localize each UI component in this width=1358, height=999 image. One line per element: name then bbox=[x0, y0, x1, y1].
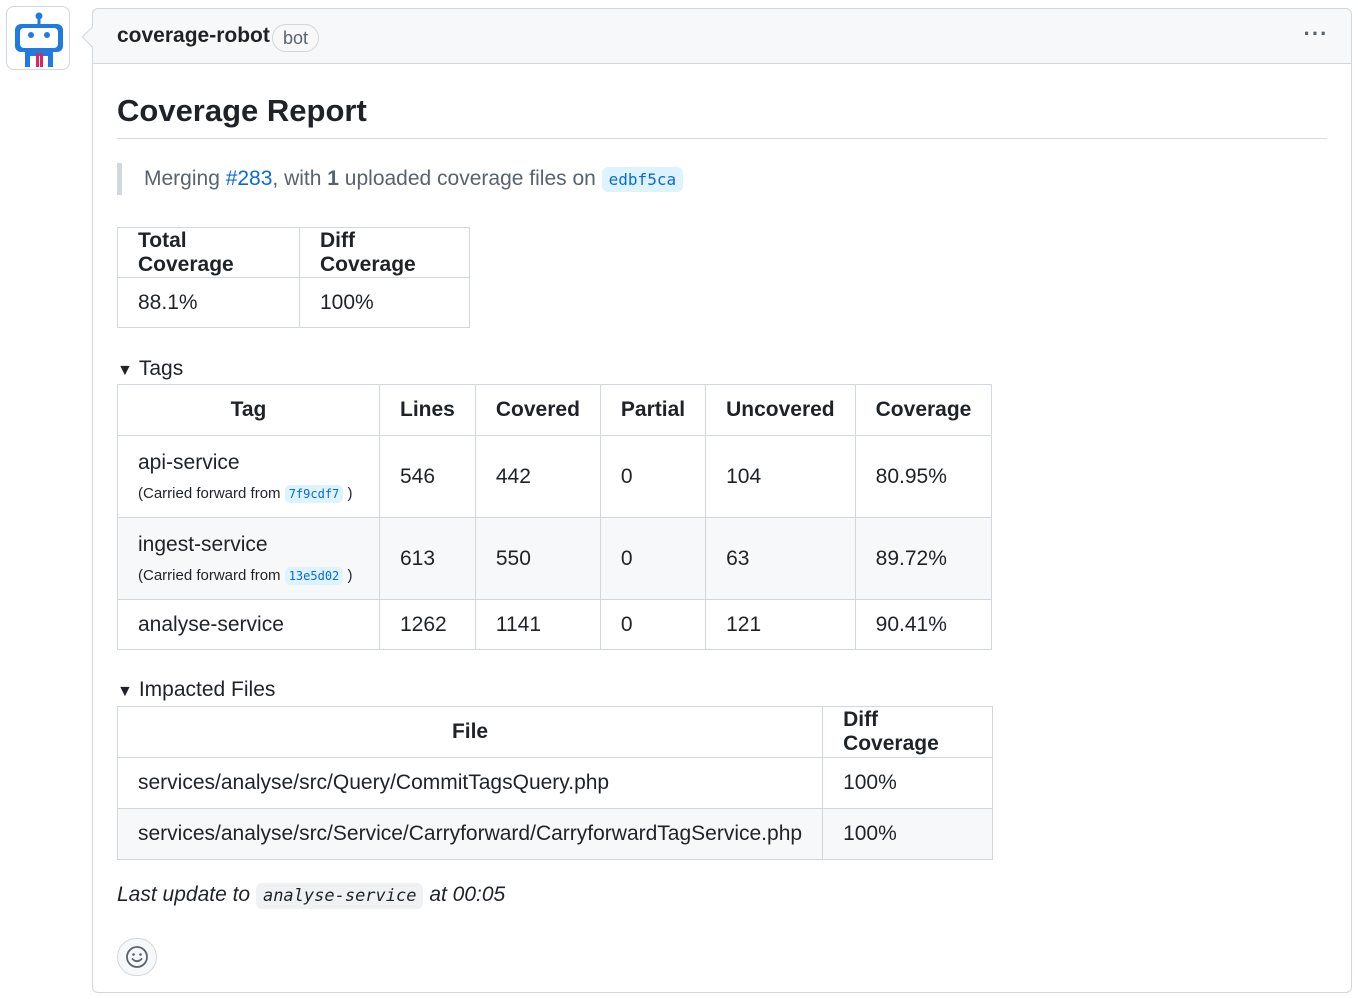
diff-coverage-cell: 100% bbox=[822, 757, 994, 809]
comment-box: coverage-robot bot ··· Coverage Report M… bbox=[81, 8, 1352, 993]
author-link[interactable]: coverage-robot bbox=[117, 24, 270, 47]
report-title: Coverage Report bbox=[117, 93, 367, 128]
uncovered-cell: 121 bbox=[705, 599, 856, 650]
comment-header: coverage-robot bot ··· bbox=[93, 9, 1351, 64]
tags-toggle[interactable]: ▼ Tags bbox=[117, 357, 183, 381]
impacted-files-toggle[interactable]: ▼ Impacted Files bbox=[117, 678, 275, 702]
file-path-cell: services/analyse/src/Query/CommitTagsQue… bbox=[116, 757, 824, 809]
table-row: analyse-service 1262 1141 0 121 90.41% bbox=[117, 599, 993, 650]
file-path-cell: services/analyse/src/Service/Carryforwar… bbox=[116, 808, 824, 860]
carried-commit-link[interactable]: 7f9cdf7 bbox=[284, 485, 344, 503]
covered-cell: 1141 bbox=[474, 599, 601, 650]
column-header: Coverage bbox=[854, 384, 993, 436]
lines-cell: 613 bbox=[379, 517, 476, 600]
commit-sha-link[interactable]: edbf5ca bbox=[601, 167, 684, 192]
covered-cell: 550 bbox=[474, 517, 601, 600]
coverage-cell: 80.95% bbox=[854, 435, 993, 518]
tags-table: Tag Lines Covered Partial Uncovered Cove… bbox=[117, 384, 993, 650]
merge-note: Merging #283, with 1 uploaded coverage f… bbox=[117, 163, 684, 195]
upload-count: 1 bbox=[327, 167, 339, 190]
table-row: services/analyse/src/Service/Carryforwar… bbox=[116, 808, 994, 860]
partial-cell: 0 bbox=[599, 517, 707, 600]
summary-header: Diff Coverage bbox=[299, 227, 470, 278]
coverage-cell: 90.41% bbox=[854, 599, 993, 650]
triangle-down-icon: ▼ bbox=[117, 362, 133, 379]
bot-badge: bot bbox=[272, 24, 320, 52]
table-row: services/analyse/src/Query/CommitTagsQue… bbox=[116, 757, 994, 809]
summary-table: Total Coverage Diff Coverage 88.1% 100% bbox=[117, 227, 470, 328]
add-reaction-button[interactable] bbox=[117, 938, 157, 976]
summary-header: Total Coverage bbox=[117, 227, 300, 278]
bot-avatar[interactable] bbox=[6, 6, 70, 70]
column-header: Uncovered bbox=[705, 384, 856, 436]
last-update-suffix: at 00:05 bbox=[423, 883, 506, 906]
tag-name: ingest-service bbox=[138, 533, 268, 556]
merge-note-prefix: Merging bbox=[144, 167, 226, 190]
carried-forward-label: (Carried forward from bbox=[138, 567, 281, 584]
impacted-files-table: File Diff Coverage services/analyse/src/… bbox=[116, 706, 994, 860]
kebab-horizontal-icon[interactable]: ··· bbox=[1303, 21, 1329, 46]
table-row: api-service (Carried forward from 7f9cdf… bbox=[117, 435, 993, 518]
column-header: Covered bbox=[474, 384, 601, 436]
merge-note-suffix: uploaded coverage files on bbox=[338, 167, 602, 190]
last-update-prefix: Last update to bbox=[117, 883, 256, 906]
lines-cell: 546 bbox=[379, 435, 476, 518]
carried-forward-close: ) bbox=[347, 485, 353, 502]
lines-cell: 1262 bbox=[379, 599, 476, 650]
diff-coverage-value: 100% bbox=[299, 277, 470, 328]
carried-forward-label: (Carried forward from bbox=[138, 485, 281, 502]
table-header-row: Tag Lines Covered Partial Uncovered Cove… bbox=[117, 384, 993, 436]
triangle-down-icon: ▼ bbox=[117, 683, 133, 700]
column-header: File bbox=[116, 706, 824, 758]
tag-cell: api-service (Carried forward from 7f9cdf… bbox=[117, 435, 380, 518]
tags-toggle-label: Tags bbox=[138, 357, 184, 380]
column-header: Partial bbox=[599, 384, 707, 436]
last-update-ref: analyse-service bbox=[255, 883, 424, 909]
tag-cell: ingest-service (Carried forward from 13e… bbox=[117, 517, 380, 600]
table-header-row: File Diff Coverage bbox=[116, 706, 994, 758]
partial-cell: 0 bbox=[599, 599, 707, 650]
pr-link[interactable]: #283 bbox=[225, 167, 273, 190]
tag-name: analyse-service bbox=[138, 612, 284, 636]
uncovered-cell: 63 bbox=[705, 517, 856, 600]
column-header: Lines bbox=[379, 384, 476, 436]
robot-icon bbox=[15, 12, 63, 67]
impacted-files-toggle-label: Impacted Files bbox=[138, 678, 276, 701]
tag-cell: analyse-service bbox=[117, 599, 380, 650]
column-header: Diff Coverage bbox=[822, 706, 994, 758]
partial-cell: 0 bbox=[599, 435, 707, 518]
title-divider bbox=[117, 138, 1327, 139]
carried-forward-close: ) bbox=[347, 567, 353, 584]
uncovered-cell: 104 bbox=[705, 435, 856, 518]
covered-cell: 442 bbox=[474, 435, 601, 518]
merge-note-middle: , with bbox=[272, 167, 328, 190]
total-coverage-value: 88.1% bbox=[117, 277, 300, 328]
column-header: Tag bbox=[117, 384, 380, 436]
smiley-icon bbox=[126, 946, 148, 968]
table-row: ingest-service (Carried forward from 13e… bbox=[117, 517, 993, 600]
carried-forward-note: (Carried forward from 7f9cdf7 ) bbox=[138, 485, 359, 503]
carried-commit-link[interactable]: 13e5d02 bbox=[284, 567, 344, 585]
coverage-cell: 89.72% bbox=[854, 517, 993, 600]
tag-name: api-service bbox=[138, 451, 240, 474]
carried-forward-note: (Carried forward from 13e5d02 ) bbox=[138, 567, 359, 585]
diff-coverage-cell: 100% bbox=[822, 808, 994, 860]
last-update-note: Last update to analyse-service at 00:05 bbox=[117, 883, 506, 909]
